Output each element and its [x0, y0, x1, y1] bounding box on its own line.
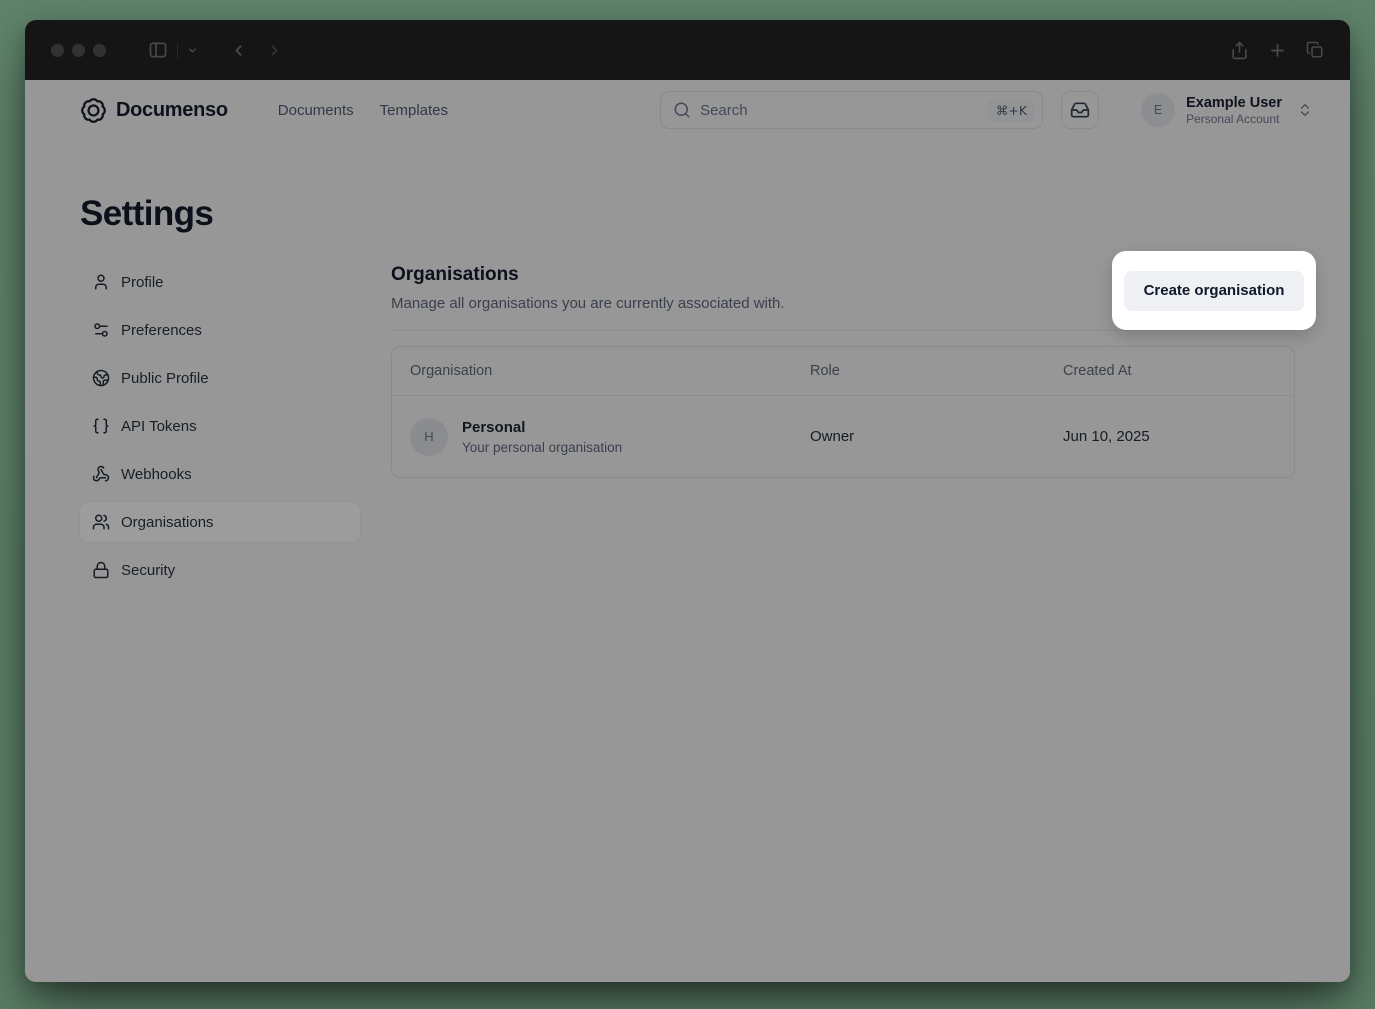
brand-name: Documenso [116, 98, 228, 121]
user-icon [92, 273, 110, 291]
lock-icon [92, 561, 110, 579]
sidebar-item-profile[interactable]: Profile [80, 262, 360, 302]
column-created-at: Created At [1063, 363, 1132, 379]
table-row[interactable]: H Personal Your personal organisation Ow… [392, 395, 1294, 477]
organisations-table: Organisation Role Created At H Personal … [391, 346, 1295, 478]
users-icon [92, 513, 110, 531]
documenso-logo-icon [80, 97, 107, 124]
spotlight-highlight: Create organisation [1112, 251, 1316, 330]
section-description: Manage all organisations you are current… [391, 295, 785, 312]
user-account-type: Personal Account [1186, 111, 1280, 126]
section-title: Organisations [391, 264, 519, 285]
user-name: Example User [1186, 94, 1282, 111]
organisation-role: Owner [810, 428, 855, 445]
sidebar-item-label: Public Profile [121, 369, 209, 387]
sidebar-item-api-tokens[interactable]: API Tokens [80, 406, 360, 446]
webhook-icon [92, 465, 110, 483]
organisation-avatar: H [410, 417, 448, 456]
organisation-created-at: Jun 10, 2025 [1063, 428, 1150, 445]
sidebar-item-organisations[interactable]: Organisations [80, 502, 360, 542]
new-tab-icon[interactable] [1268, 41, 1287, 60]
globe-icon [92, 369, 110, 387]
user-avatar: E [1141, 93, 1176, 127]
minimize-window-button[interactable] [72, 43, 85, 57]
create-organisation-button[interactable]: Create organisation [1123, 270, 1305, 311]
back-icon[interactable] [230, 42, 247, 59]
inbox-icon [1070, 100, 1090, 120]
search-input[interactable] [700, 101, 988, 119]
sidebar-item-label: Preferences [121, 321, 202, 339]
sidebar-item-label: Profile [121, 273, 164, 291]
main-nav: Documents Templates [278, 102, 448, 119]
titlebar-divider [177, 42, 178, 58]
app-page: Documenso Documents Templates ⌘+K E [25, 80, 1350, 982]
search-box[interactable]: ⌘+K [660, 91, 1044, 129]
sidebar-item-preferences[interactable]: Preferences [80, 310, 360, 350]
traffic-lights [51, 43, 106, 57]
settings-sidebar: Profile Preferences Public Profile API T… [80, 262, 360, 590]
sidebar-item-label: Webhooks [121, 465, 192, 483]
search-shortcut-badge: ⌘+K [987, 98, 1036, 122]
sidebar-item-label: API Tokens [121, 417, 197, 435]
sidebar-item-label: Security [121, 561, 176, 579]
organisation-name: Personal [462, 419, 526, 436]
inbox-button[interactable] [1061, 91, 1100, 129]
column-organisation: Organisation [410, 363, 493, 379]
sliders-icon [92, 321, 110, 339]
browser-window: Documenso Documents Templates ⌘+K E [25, 20, 1350, 982]
forward-icon[interactable] [266, 42, 283, 59]
organisation-description: Your personal organisation [462, 440, 623, 455]
table-header: Organisation Role Created At [392, 347, 1294, 395]
search-icon [673, 101, 691, 119]
sidebar-item-label: Organisations [121, 513, 214, 531]
sidebar-item-public-profile[interactable]: Public Profile [80, 358, 360, 398]
braces-icon [92, 417, 110, 435]
app-header: Documenso Documents Templates ⌘+K E [25, 80, 1350, 140]
browser-titlebar [25, 20, 1350, 80]
account-menu[interactable]: E Example User Personal Account [1141, 93, 1313, 127]
section-divider [391, 330, 1295, 331]
chevron-down-icon[interactable] [187, 45, 198, 56]
sidebar-item-webhooks[interactable]: Webhooks [80, 454, 360, 494]
zoom-window-button[interactable] [93, 43, 106, 57]
sidebar-toggle-icon[interactable] [148, 40, 168, 60]
close-window-button[interactable] [51, 43, 64, 57]
nav-templates[interactable]: Templates [379, 101, 449, 119]
page-title: Settings [80, 194, 214, 233]
tab-overview-icon[interactable] [1306, 41, 1324, 59]
share-icon[interactable] [1230, 41, 1249, 60]
brand[interactable]: Documenso [80, 97, 228, 124]
sidebar-item-security[interactable]: Security [80, 550, 360, 590]
chevrons-up-down-icon [1297, 102, 1313, 118]
nav-documents[interactable]: Documents [277, 101, 354, 119]
column-role: Role [810, 363, 840, 379]
